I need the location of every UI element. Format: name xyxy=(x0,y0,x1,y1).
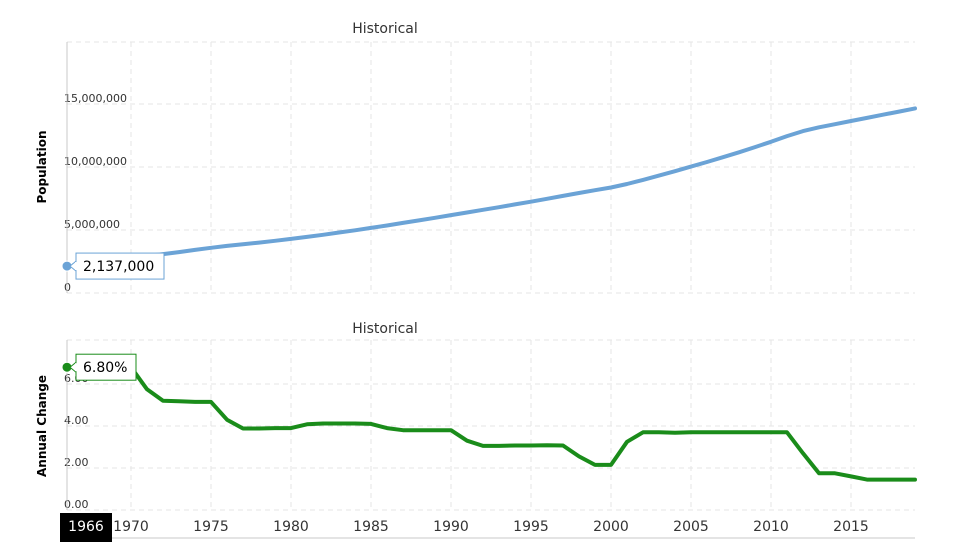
x-tick-label: 1980 xyxy=(273,519,309,535)
x-tick-label: 1975 xyxy=(193,519,229,535)
y-tick-label: 15,000,000 xyxy=(64,92,127,105)
x-tick-label: 1970 xyxy=(113,519,149,535)
x-tick-label: 1990 xyxy=(433,519,469,535)
tooltip-value: 6.80% xyxy=(83,360,127,376)
x-tick-label: 2000 xyxy=(593,519,629,535)
y-tick-label: 2.00 xyxy=(64,456,89,469)
series-line xyxy=(65,365,917,482)
y-tick-label: 4.00 xyxy=(64,414,89,427)
y-axis-label: Population xyxy=(35,130,49,203)
chart-title: Historical xyxy=(352,21,418,37)
chart-title: Historical xyxy=(352,321,418,337)
x-cursor-label: 1966 xyxy=(68,519,104,535)
y-tick-label: 0.00 xyxy=(64,498,89,511)
y-axis-label: Annual Change xyxy=(35,375,49,477)
x-tick-label: 2005 xyxy=(673,519,709,535)
x-tick-label: 2015 xyxy=(833,519,869,535)
tooltip-box xyxy=(75,353,137,381)
tooltip-value: 2,137,000 xyxy=(83,259,154,275)
series-line xyxy=(65,106,917,269)
x-tick-label: 1995 xyxy=(513,519,549,535)
y-tick-label: 10,000,000 xyxy=(64,155,127,168)
x-cursor-box xyxy=(60,513,112,542)
y-tick-label: 5,000,000 xyxy=(64,218,120,231)
tooltip-box xyxy=(75,252,165,280)
x-tick-label: 1985 xyxy=(353,519,389,535)
x-tick-label: 2010 xyxy=(753,519,789,535)
